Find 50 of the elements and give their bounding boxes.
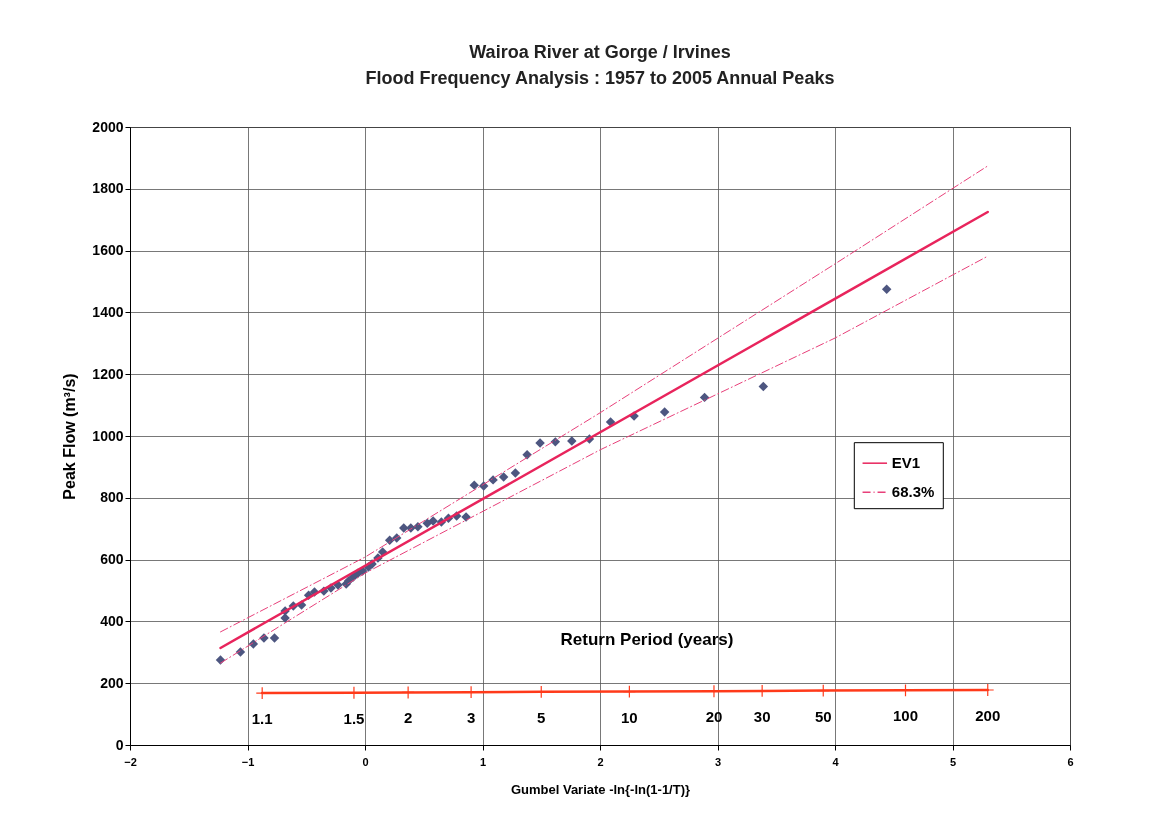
point — [399, 523, 409, 533]
y-axis-title: Peak Flow (m³/s) — [61, 373, 79, 500]
point — [510, 468, 521, 478]
legend-label: 68.3% — [891, 483, 935, 501]
annotation: Return Period (years) — [560, 629, 734, 649]
x-tick-label: 2 — [597, 755, 604, 768]
point — [659, 407, 670, 417]
point — [622, 685, 636, 699]
annotation: 1.1 — [251, 710, 273, 728]
annotation: 30 — [753, 707, 771, 725]
x-tick-label: 1 — [479, 755, 487, 768]
x-tick-label: 0 — [362, 755, 369, 768]
x-tick-label: −1 — [241, 755, 255, 768]
x-tick-label: 3 — [714, 755, 722, 768]
point — [401, 685, 415, 699]
x-tick-label: −2 — [124, 755, 137, 768]
chart-title: Wairoa River at Gorge / Irvines — [469, 42, 731, 62]
legend-label: EV1 — [891, 454, 921, 472]
point — [469, 480, 480, 490]
y-tick-label: 1200 — [92, 365, 124, 382]
annotation: 200 — [975, 707, 1001, 724]
y-tick-label: 1000 — [92, 427, 124, 444]
annotation: 50 — [814, 707, 832, 725]
y-tick-label: 800 — [100, 489, 124, 506]
point — [498, 472, 509, 482]
annotation: 100 — [892, 707, 919, 725]
x-axis-title: Gumbel Variate -ln{-ln(1-1/T)} — [510, 781, 691, 797]
x-tick-label: 4 — [832, 755, 840, 768]
point — [567, 436, 577, 446]
annotation: 10 — [621, 708, 638, 726]
chart-subtitle: Flood Frequency Analysis : 1957 to 2005 Annual Peaks — [365, 68, 835, 88]
point — [269, 633, 280, 643]
annotation: 2 — [403, 709, 413, 727]
point — [816, 684, 830, 698]
annotation: 3 — [466, 709, 476, 727]
y-tick-label: 2000 — [92, 118, 124, 135]
x-tick-label: 5 — [949, 755, 957, 768]
annotation: 5 — [537, 708, 546, 726]
point — [881, 284, 892, 294]
y-tick-label: 1400 — [92, 303, 124, 320]
x-tick-label: 6 — [1067, 755, 1074, 768]
point — [758, 381, 769, 392]
y-tick-label: 1800 — [92, 180, 124, 197]
y-tick-label: 0 — [115, 736, 124, 753]
y-tick-label: 400 — [100, 612, 124, 629]
annotation: 1.5 — [343, 709, 365, 727]
y-tick-label: 600 — [100, 551, 124, 568]
annotation: 20 — [705, 708, 723, 726]
y-tick-label: 1600 — [92, 242, 124, 259]
y-tick-label: 200 — [100, 674, 124, 691]
